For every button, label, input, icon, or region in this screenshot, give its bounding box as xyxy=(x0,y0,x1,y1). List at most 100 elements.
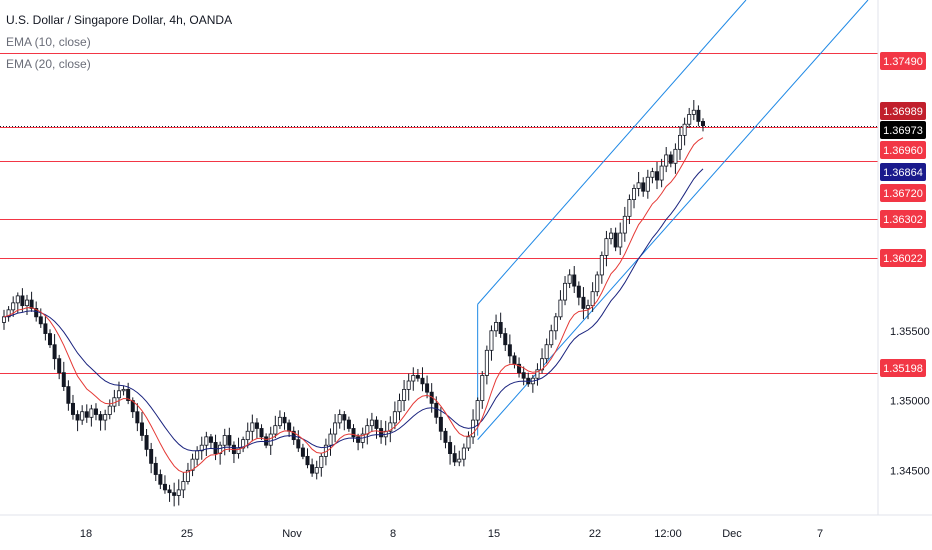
candle-138[interactable] xyxy=(636,171,641,197)
candle-86[interactable] xyxy=(397,393,402,421)
symbol-title[interactable]: U.S. Dollar / Singapore Dollar, 4h, OAND… xyxy=(6,13,233,27)
candle-105[interactable] xyxy=(484,345,489,385)
candle-40[interactable] xyxy=(185,462,190,485)
candle-30[interactable] xyxy=(139,412,144,441)
ema-20-legend[interactable]: EMA (20, close) xyxy=(6,57,91,71)
candle-133[interactable] xyxy=(613,227,618,252)
candle-119[interactable] xyxy=(549,324,554,348)
candle-125[interactable] xyxy=(576,281,581,306)
candle-99[interactable] xyxy=(457,450,462,467)
candle-88[interactable] xyxy=(406,373,411,401)
candle-131[interactable] xyxy=(604,230,609,267)
candle-147[interactable] xyxy=(678,126,683,160)
candle-19[interactable] xyxy=(89,404,94,427)
candle-69[interactable] xyxy=(319,453,324,477)
candle-23[interactable] xyxy=(107,399,112,420)
candle-12[interactable] xyxy=(57,354,62,380)
candle-56[interactable] xyxy=(259,424,264,440)
price-badge-8[interactable]: 1.35198 xyxy=(880,359,926,377)
candle-45[interactable] xyxy=(208,433,213,449)
candle-38[interactable] xyxy=(176,479,181,506)
price-badge-0[interactable]: 1.37490 xyxy=(880,52,926,70)
candle-43[interactable] xyxy=(199,436,204,460)
candle-142[interactable] xyxy=(655,161,660,190)
candle-129[interactable] xyxy=(595,271,600,297)
candle-98[interactable] xyxy=(452,445,457,467)
candle-113[interactable] xyxy=(521,366,526,386)
candle-121[interactable] xyxy=(558,290,563,320)
candle-102[interactable] xyxy=(471,409,476,444)
candle-112[interactable] xyxy=(517,357,522,378)
ema-10-legend[interactable]: EMA (10, close) xyxy=(6,35,91,49)
candle-55[interactable] xyxy=(254,418,259,439)
candle-107[interactable] xyxy=(494,314,499,337)
candle-95[interactable] xyxy=(438,407,443,441)
candle-50[interactable] xyxy=(231,441,236,464)
candle-33[interactable] xyxy=(153,456,158,481)
candle-96[interactable] xyxy=(443,428,448,449)
candle-103[interactable] xyxy=(475,397,480,427)
candle-79[interactable] xyxy=(365,418,370,445)
price-badge-4[interactable]: 1.36864 xyxy=(880,163,926,181)
candle-48[interactable] xyxy=(222,428,227,456)
candle-134[interactable] xyxy=(618,222,623,256)
candle-85[interactable] xyxy=(392,401,397,430)
candle-145[interactable] xyxy=(668,151,673,168)
candle-11[interactable] xyxy=(52,334,57,370)
candle-15[interactable] xyxy=(70,394,75,420)
candle-101[interactable] xyxy=(466,431,471,451)
candle-36[interactable] xyxy=(167,484,172,502)
candle-72[interactable] xyxy=(333,414,338,443)
candle-17[interactable] xyxy=(80,405,85,425)
candle-152[interactable] xyxy=(701,118,706,132)
candle-74[interactable] xyxy=(342,411,347,431)
candle-34[interactable] xyxy=(158,469,163,490)
candle-73[interactable] xyxy=(337,409,342,429)
candle-111[interactable] xyxy=(512,352,517,369)
candle-71[interactable] xyxy=(328,428,333,456)
candle-1[interactable] xyxy=(6,306,11,322)
candle-3[interactable] xyxy=(15,292,20,314)
candle-42[interactable] xyxy=(195,446,200,466)
candle-84[interactable] xyxy=(388,416,393,443)
candle-108[interactable] xyxy=(498,312,503,338)
candle-114[interactable] xyxy=(526,372,531,387)
candle-9[interactable] xyxy=(43,316,48,341)
candle-135[interactable] xyxy=(622,206,627,242)
candle-21[interactable] xyxy=(98,411,103,431)
candle-104[interactable] xyxy=(480,371,485,409)
candle-57[interactable] xyxy=(264,433,269,449)
candle-29[interactable] xyxy=(135,403,140,432)
candle-118[interactable] xyxy=(544,338,549,364)
candle-10[interactable] xyxy=(47,329,52,348)
candle-20[interactable] xyxy=(93,403,98,421)
candle-109[interactable] xyxy=(503,327,508,352)
candle-60[interactable] xyxy=(277,410,282,429)
candle-59[interactable] xyxy=(273,415,278,439)
candle-35[interactable] xyxy=(162,475,167,494)
channel-line-0[interactable] xyxy=(477,0,747,305)
candle-123[interactable] xyxy=(567,269,572,289)
candle-54[interactable] xyxy=(250,414,255,442)
candle-139[interactable] xyxy=(641,177,646,197)
candle-97[interactable] xyxy=(448,435,453,465)
candle-53[interactable] xyxy=(245,422,250,449)
candle-6[interactable] xyxy=(29,291,34,312)
candle-130[interactable] xyxy=(599,251,604,284)
candle-16[interactable] xyxy=(75,410,80,432)
candle-136[interactable] xyxy=(627,194,632,225)
candle-149[interactable] xyxy=(687,107,692,128)
candle-37[interactable] xyxy=(172,482,177,507)
candle-80[interactable] xyxy=(369,412,374,432)
candle-75[interactable] xyxy=(346,416,351,432)
candle-120[interactable] xyxy=(553,312,558,340)
candle-122[interactable] xyxy=(563,276,568,306)
candle-14[interactable] xyxy=(66,380,71,411)
candle-81[interactable] xyxy=(374,416,379,439)
price-badge-3[interactable]: 1.36960 xyxy=(880,141,926,159)
candle-116[interactable] xyxy=(535,363,540,386)
candle-41[interactable] xyxy=(190,453,195,477)
candle-65[interactable] xyxy=(300,443,305,460)
candle-83[interactable] xyxy=(383,420,388,446)
candle-0[interactable] xyxy=(2,309,7,330)
